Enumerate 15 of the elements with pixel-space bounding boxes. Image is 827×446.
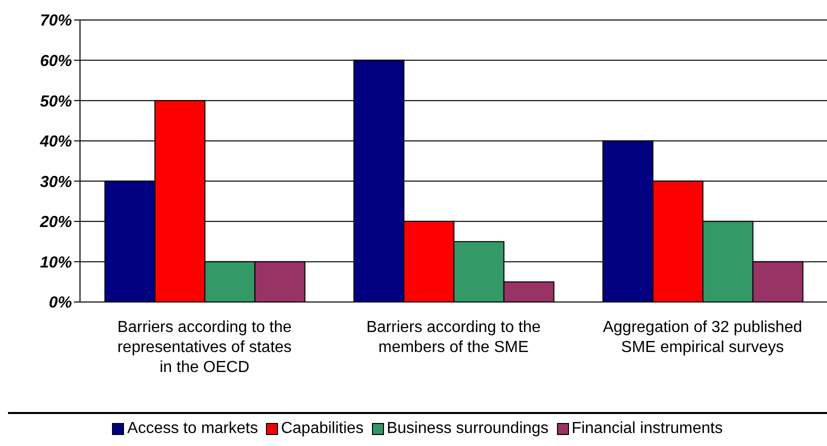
y-tick-label: 40% [38,134,72,151]
x-tick-label: Barriers according to the representatives of states in the OECD [117,319,292,376]
y-tick-label: 10% [40,254,72,272]
y-tick-label: 70% [40,12,72,30]
legend-label: Capabilities [280,420,364,438]
x-tick-label: Barriers according to the members of the SME [366,319,541,356]
legend-label: Access to markets [126,420,258,438]
y-tick-label: 60% [40,52,72,70]
legend-label: Financial instruments [570,420,723,438]
y-tick-label: 50% [40,93,72,110]
x-tick-label: Aggregation of 32 published SME empirical surveys [602,319,802,356]
y-tick-label: 30% [40,174,72,191]
y-tick-label: 0% [48,294,72,312]
legend-label: Business surroundings [386,420,549,438]
y-tick-label: 20% [38,214,72,232]
